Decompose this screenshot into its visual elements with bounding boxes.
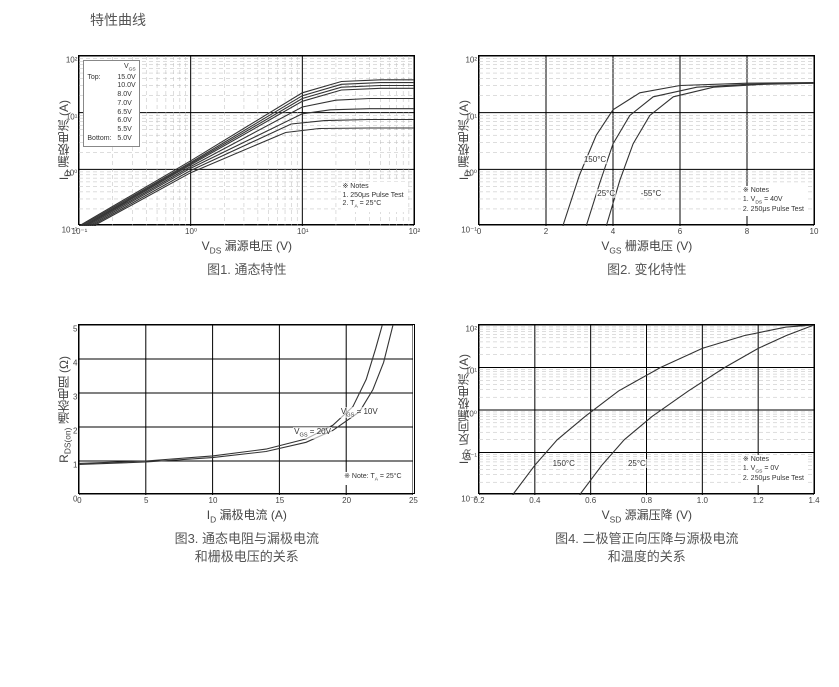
- panel-2: ID 漏极电流 (A) 024681010⁻¹10⁰10¹10²150°C25°…: [455, 55, 815, 279]
- x-tick: 0: [77, 496, 81, 505]
- chart2-caption: 图2. 变化特性: [479, 261, 815, 279]
- x-tick: 6: [678, 227, 682, 236]
- y-tick: 10²: [461, 324, 477, 333]
- x-tick: 10: [209, 496, 218, 505]
- chart3-ylabel: RDS(on) 通态电阻 (Ω): [55, 356, 72, 463]
- y-tick: 5: [61, 324, 77, 333]
- x-tick: 5: [144, 496, 148, 505]
- y-tick: 3: [61, 392, 77, 401]
- annotation: 25°C: [596, 189, 616, 198]
- page-title: 特性曲线: [90, 10, 146, 30]
- x-tick: 10⁰: [185, 227, 197, 236]
- x-tick: 1.0: [697, 496, 708, 505]
- chart4-xlabel: VSD 源漏压降 (V): [479, 506, 815, 524]
- y-tick: 1: [61, 460, 77, 469]
- chart3-plot: 0510152025012345VGS = 10VVGS = 20V※ Note…: [78, 324, 414, 494]
- chart-grid: ID 漏极电流 (A) 10⁻¹10⁰10¹10²10⁻¹10⁰10¹10²VG…: [55, 55, 815, 565]
- y-tick: 10²: [61, 56, 77, 65]
- annotation: VGS = 10V: [340, 407, 379, 419]
- y-tick: 10⁻¹: [461, 226, 477, 235]
- x-tick: 15: [275, 496, 284, 505]
- notes-box: ※ Notes1. 250μs Pulse Test2. TA = 25°C: [341, 182, 406, 212]
- chart3-xlabel: ID 漏极电流 (A): [79, 506, 415, 524]
- x-tick: 10²: [409, 227, 421, 236]
- x-tick: 1.4: [808, 496, 819, 505]
- y-tick: 10⁰: [461, 409, 477, 418]
- y-tick: 10¹: [61, 112, 77, 121]
- panel-1: ID 漏极电流 (A) 10⁻¹10⁰10¹10²10⁻¹10⁰10¹10²VG…: [55, 55, 415, 279]
- x-tick: 0: [477, 227, 481, 236]
- x-tick: 1.2: [753, 496, 764, 505]
- y-tick: 0: [61, 494, 77, 503]
- chart1-caption: 图1. 通态特性: [79, 261, 415, 279]
- notes-box: ※ Notes1. VGS = 0V2. 250μs Pulse Test: [741, 455, 806, 485]
- chart2-plot: 024681010⁻¹10⁰10¹10²150°C25°C-55°C※ Note…: [478, 55, 815, 225]
- y-tick: 10⁻¹: [61, 226, 77, 235]
- y-tick: 4: [61, 358, 77, 367]
- x-tick: 20: [342, 496, 351, 505]
- y-tick: 10¹: [461, 112, 477, 121]
- chart1-plot: 10⁻¹10⁰10¹10²10⁻¹10⁰10¹10²VGSTop:15.0V10…: [78, 55, 414, 225]
- chart3-caption: 图3. 通态电阻与漏极电流 和栅极电压的关系: [79, 530, 415, 565]
- x-tick: 8: [745, 227, 749, 236]
- y-tick: 10⁻¹: [461, 452, 477, 461]
- y-tick: 10¹: [461, 367, 477, 376]
- chart2-xlabel: VGS 栅源电压 (V): [479, 237, 815, 255]
- x-tick: 0.6: [585, 496, 596, 505]
- chart4-caption: 图4. 二极管正向压降与源极电流 和温度的关系: [479, 530, 815, 565]
- y-tick: 10⁰: [61, 169, 77, 178]
- annotation: 150°C: [552, 459, 576, 468]
- y-tick: 2: [61, 426, 77, 435]
- chart1-xlabel: VDS 漏源电压 (V): [79, 237, 415, 255]
- x-tick: 4: [611, 227, 615, 236]
- x-tick: 2: [544, 227, 548, 236]
- x-tick: 0.4: [529, 496, 540, 505]
- annotation: -55°C: [640, 189, 663, 198]
- x-tick: 10¹: [297, 227, 309, 236]
- y-tick: 10²: [461, 56, 477, 65]
- x-tick: 10: [810, 227, 819, 236]
- annotation: 150°C: [583, 155, 607, 164]
- notes-box: ※ Note: TA = 25°C: [342, 472, 404, 485]
- y-tick: 10⁻²: [461, 494, 477, 503]
- vgs-legend: VGSTop:15.0V10.0V8.0V7.0V6.5V6.0V5.5VBot…: [83, 60, 139, 147]
- notes-box: ※ Notes1. VDS = 40V2. 250μs Pulse Test: [741, 186, 806, 216]
- annotation: 25°C: [627, 459, 647, 468]
- panel-3: RDS(on) 通态电阻 (Ω) 0 5 10 15 20 25 0 1 2 3 4 5 VGS = 1…: [55, 324, 415, 565]
- chart4-plot: 0.20.40.60.81.01.21.410⁻²10⁻¹10⁰10¹10²15…: [478, 324, 815, 494]
- x-tick: 25: [409, 496, 418, 505]
- panel-4: IDR 反向漏极电流 (A) 0.20.40.60.81.01.21.410⁻²…: [455, 324, 815, 565]
- x-tick: 0.8: [641, 496, 652, 505]
- annotation: VGS = 20V: [293, 427, 332, 439]
- y-tick: 10⁰: [461, 169, 477, 178]
